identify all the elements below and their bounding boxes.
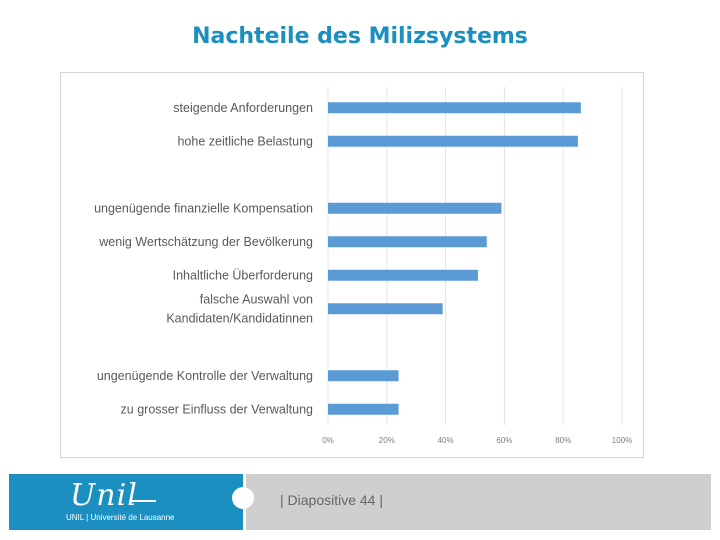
unil-logo: Unil [70, 478, 138, 513]
category-label: wenig Wertschätzung der Bevölkerung [98, 235, 313, 249]
x-tick-label: 20% [379, 436, 395, 445]
footer-dot-decoration [232, 487, 254, 509]
category-label: Kandidaten/Kandidatinnen [166, 311, 313, 325]
x-tick-label: 40% [438, 436, 454, 445]
bar [328, 269, 478, 281]
x-tick-label: 80% [555, 436, 571, 445]
category-label: falsche Auswahl von [200, 292, 313, 306]
slide-number: | Diapositive 44 | [280, 492, 383, 508]
bar [328, 202, 502, 214]
category-label: steigende Anforderungen [173, 101, 313, 115]
bar [328, 102, 581, 114]
chart-frame: 0% 20% 40% 60% 80% 100% steigende Anforderunge… [60, 72, 644, 458]
category-label: zu grosser Einfluss der Verwaltung [121, 402, 314, 416]
bar [328, 370, 399, 382]
footer-brand-panel [9, 474, 243, 530]
bar [328, 236, 487, 248]
page-title: Nachteile des Milizsystems [192, 24, 528, 49]
bar [328, 135, 578, 147]
category-label: ungenügende finanzielle Kompensation [94, 201, 313, 215]
bar-chart: 0% 20% 40% 60% 80% 100% steigende Anforderunge… [94, 87, 632, 445]
logo-underline [130, 500, 156, 502]
bar [328, 303, 443, 315]
x-tick-label: 60% [496, 436, 512, 445]
category-label: ungenügende Kontrolle der Verwaltung [97, 369, 313, 383]
bar [328, 403, 399, 415]
category-label: hohe zeitliche Belastung [177, 134, 313, 148]
x-tick-label: 0% [322, 436, 334, 445]
logo-subtitle: UNIL | Université de Lausanne [66, 513, 175, 522]
x-tick-label: 100% [612, 436, 632, 445]
category-label: Inhaltliche Überforderung [173, 268, 313, 282]
footer-info-panel [246, 474, 711, 530]
